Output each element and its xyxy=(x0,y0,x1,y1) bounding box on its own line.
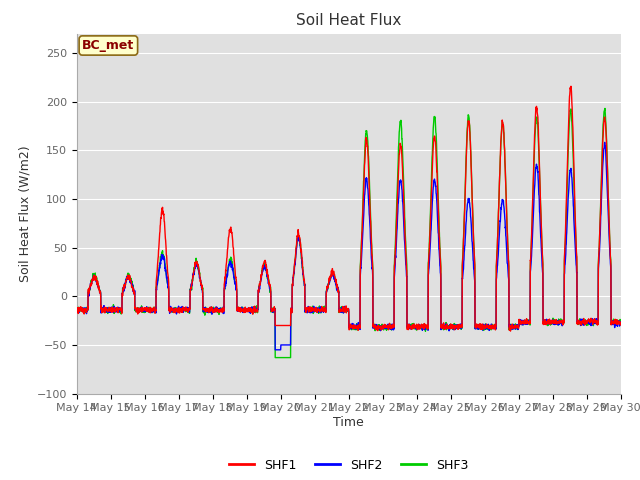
SHF2 xyxy=(513,325,520,331)
X-axis label: Time: Time xyxy=(333,416,364,429)
SHF2 xyxy=(381,324,389,330)
SHF2 xyxy=(244,307,252,312)
Text: BC_met: BC_met xyxy=(82,39,134,52)
SHF1 xyxy=(244,307,252,313)
SHF1 xyxy=(610,321,618,327)
SHF1 xyxy=(617,322,625,328)
SHF2 xyxy=(127,280,135,286)
Legend: SHF1, SHF2, SHF3: SHF1, SHF2, SHF3 xyxy=(224,454,474,477)
SHF3 xyxy=(610,316,618,322)
SHF3 xyxy=(617,318,625,324)
Line: SHF1: SHF1 xyxy=(77,86,621,331)
SHF2 xyxy=(73,306,81,312)
Title: Soil Heat Flux: Soil Heat Flux xyxy=(296,13,401,28)
SHF3 xyxy=(127,277,135,283)
SHF1 xyxy=(73,309,81,314)
SHF3 xyxy=(543,321,551,327)
SHF1 xyxy=(513,324,520,330)
SHF1 xyxy=(507,328,515,334)
Line: SHF3: SHF3 xyxy=(77,108,621,358)
SHF3 xyxy=(271,355,279,360)
SHF1 xyxy=(567,84,575,89)
SHF2 xyxy=(617,319,625,325)
SHF2 xyxy=(610,320,618,326)
SHF3 xyxy=(601,106,609,111)
Line: SHF2: SHF2 xyxy=(77,142,621,350)
SHF3 xyxy=(381,325,389,331)
SHF3 xyxy=(244,308,252,314)
SHF3 xyxy=(513,323,520,329)
SHF1 xyxy=(127,279,135,285)
SHF2 xyxy=(543,319,551,324)
SHF1 xyxy=(543,319,551,325)
SHF3 xyxy=(73,309,81,315)
SHF1 xyxy=(381,322,389,328)
SHF2 xyxy=(271,347,279,353)
Y-axis label: Soil Heat Flux (W/m2): Soil Heat Flux (W/m2) xyxy=(18,145,31,282)
SHF2 xyxy=(601,139,609,145)
